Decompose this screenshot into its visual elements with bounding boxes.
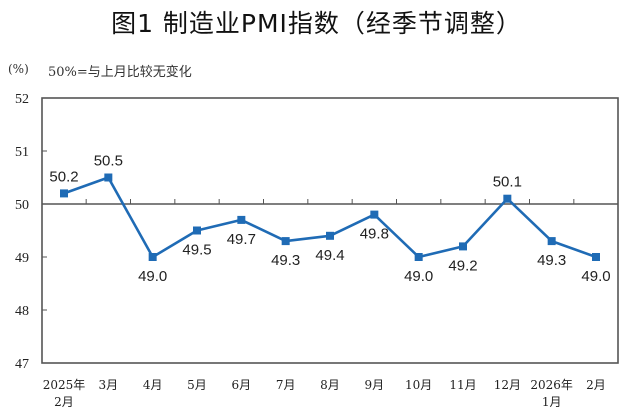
data-label: 49.5 xyxy=(182,242,211,259)
y-tick-label: 50 xyxy=(15,198,29,213)
x-tick-label: 6月 xyxy=(232,378,252,392)
reference-line-note: 50%=与上月比较无变化 xyxy=(48,65,192,80)
reference-line-50 xyxy=(42,199,618,205)
data-point-marker xyxy=(414,253,423,261)
data-point-marker xyxy=(592,253,600,261)
data-point-marker xyxy=(193,226,201,235)
data-point-marker xyxy=(326,231,334,240)
y-tick-label: 51 xyxy=(15,145,29,160)
y-tick-label: 48 xyxy=(15,304,29,319)
x-tick-label: 8月 xyxy=(320,378,340,392)
data-point-marker xyxy=(547,237,556,246)
x-tick-label: 12月 xyxy=(494,378,521,392)
data-label: 49.2 xyxy=(448,257,477,274)
data-label: 50.2 xyxy=(49,168,78,185)
data-point-marker xyxy=(148,253,157,261)
y-tick-label: 49 xyxy=(15,251,29,266)
data-label: 50.5 xyxy=(94,153,123,170)
x-tick-label: 9月 xyxy=(365,378,385,392)
data-point-marker xyxy=(459,242,467,251)
chart-title: 图1 制造业PMI指数（经季节调整） xyxy=(111,9,522,38)
data-point-marker xyxy=(60,189,68,198)
data-labels: 50.2 50.5 49.0 49.5 49.7 49.3 49.4 49.8 49.0 49.2… xyxy=(49,153,610,286)
plot-frame xyxy=(41,97,619,364)
x-tick-label: 10月 xyxy=(405,378,432,392)
data-point-marker xyxy=(237,215,246,224)
data-label: 49.0 xyxy=(581,268,610,285)
x-tick-label: 2025年 2月 xyxy=(43,378,86,409)
data-point-marker xyxy=(503,194,512,203)
data-label: 50.1 xyxy=(493,174,522,191)
data-label: 49.0 xyxy=(404,268,433,285)
data-label: 49.0 xyxy=(138,268,167,285)
x-tick-label: 3月 xyxy=(99,378,119,392)
data-label: 49.3 xyxy=(537,252,566,269)
data-point-marker xyxy=(104,173,113,182)
data-point-marker xyxy=(281,237,290,246)
data-point-marker xyxy=(370,210,379,219)
y-axis: 47 48 49 50 51 52 xyxy=(15,92,47,372)
x-tick-label: 5月 xyxy=(187,378,207,392)
data-label: 49.3 xyxy=(271,252,300,269)
x-axis: 2025年 2月 3月 4月 5月 6月 7月 8月 9月 10月 11月 12月 2026年 1月 2月 xyxy=(43,378,606,409)
data-label: 49.7 xyxy=(227,231,256,248)
x-tick-label: 7月 xyxy=(276,378,296,392)
x-tick-label: 2026年 1月 xyxy=(530,378,573,409)
x-tick-label: 2月 xyxy=(586,378,606,392)
plot-border xyxy=(41,97,619,364)
x-tick-label: 11月 xyxy=(449,378,476,392)
x-tick-label: 4月 xyxy=(143,378,163,392)
data-label: 49.4 xyxy=(315,247,344,264)
pmi-series xyxy=(60,173,600,261)
y-tick-label: 52 xyxy=(15,92,29,107)
data-label: 49.8 xyxy=(360,226,389,243)
y-tick-label: 47 xyxy=(15,357,29,372)
y-axis-unit-label: (%) xyxy=(8,62,29,76)
